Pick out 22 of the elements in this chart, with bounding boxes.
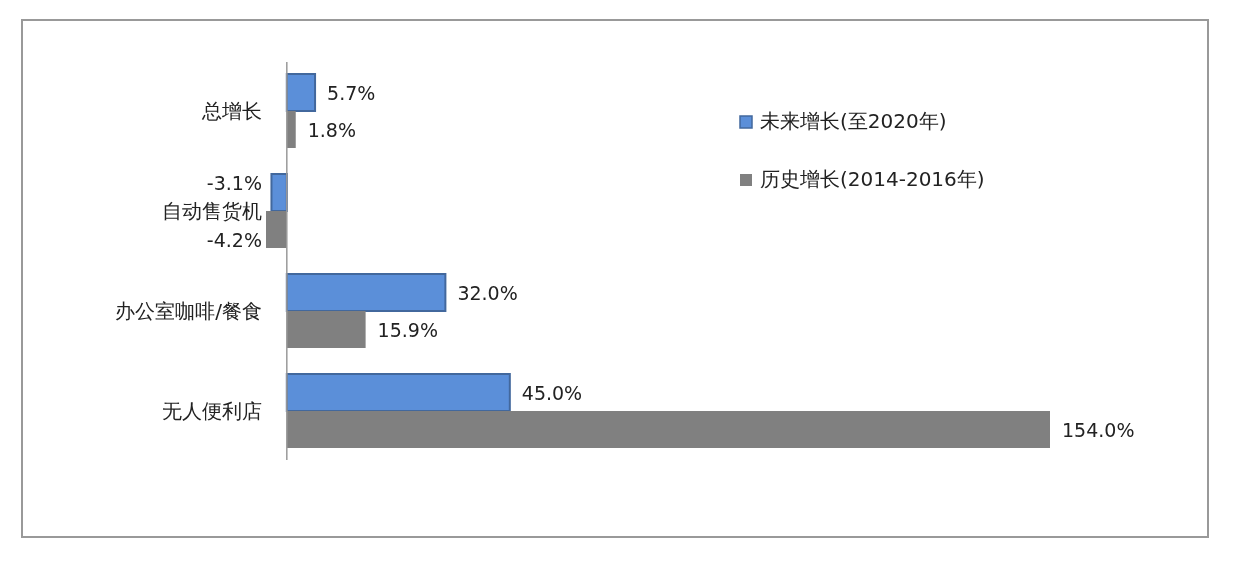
bar <box>286 411 1050 448</box>
data-label: 32.0% <box>457 281 518 304</box>
y-tick-label: 无人便利店 <box>162 399 262 423</box>
bar <box>286 311 366 348</box>
bar <box>285 273 447 312</box>
legend-label: 未来增长(至2020年) <box>760 109 947 133</box>
legend-label: 历史增长(2014-2016年) <box>760 167 985 191</box>
data-label: 154.0% <box>1062 418 1135 441</box>
bar <box>266 211 287 248</box>
data-label: 15.9% <box>377 318 438 341</box>
bar <box>285 73 317 112</box>
data-label: 45.0% <box>521 381 583 404</box>
y-tick-label: 自动售货机 <box>162 199 262 223</box>
bar <box>270 173 288 212</box>
data-label: -3.1% <box>206 171 262 194</box>
data-label: -4.2% <box>206 228 262 251</box>
data-label: 1.8% <box>307 118 357 141</box>
bar <box>285 373 511 412</box>
data-label: 5.7% <box>327 81 376 104</box>
y-tick-label: 办公室咖啡/餐食 <box>115 299 262 323</box>
y-tick-label: 总增长 <box>201 99 262 123</box>
bar <box>286 111 296 148</box>
